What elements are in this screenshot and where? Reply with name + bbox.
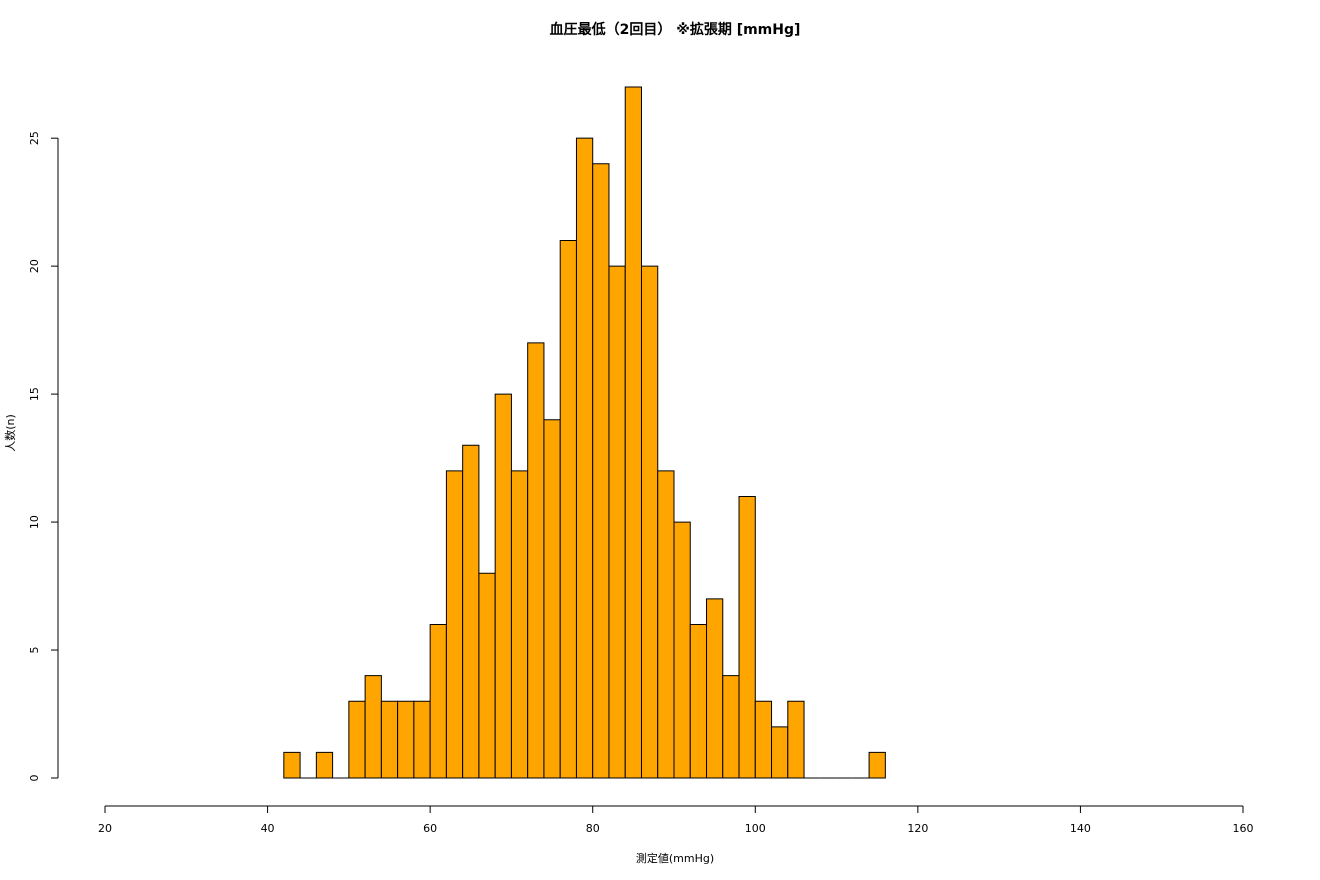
bar	[315, 751, 334, 779]
chart-title: 血圧最低（2回目） ※拡張期 [mmHg]	[550, 21, 801, 38]
bar	[348, 700, 366, 779]
y-tick-label: 5	[28, 647, 41, 654]
bar	[462, 444, 480, 779]
bar	[608, 265, 626, 779]
bar	[657, 470, 675, 779]
x-tick-label: 20	[98, 822, 112, 835]
bar	[754, 700, 773, 779]
bar	[592, 163, 610, 779]
bar	[689, 623, 708, 779]
bar	[673, 521, 691, 779]
bar	[771, 726, 789, 779]
bar	[527, 342, 545, 779]
bar	[510, 470, 529, 779]
y-tick-label: 10	[28, 515, 41, 529]
bar	[575, 137, 594, 779]
bar	[397, 700, 415, 779]
y-axis-label: 人数(n)	[4, 414, 17, 452]
bar	[283, 751, 301, 779]
bar	[738, 495, 756, 779]
bar	[413, 700, 431, 779]
bar	[640, 265, 659, 779]
x-tick-label: 80	[586, 822, 600, 835]
x-tick-label: 40	[261, 822, 275, 835]
x-axis-label: 測定値(mmHg)	[636, 851, 714, 865]
x-tick-label: 120	[907, 822, 928, 835]
bar	[445, 470, 464, 779]
x-tick-label: 140	[1070, 822, 1091, 835]
bar	[559, 240, 577, 779]
y-tick-label: 15	[28, 387, 41, 401]
y-tick-label: 20	[28, 259, 41, 273]
x-tick-label: 60	[423, 822, 437, 835]
bar	[478, 572, 496, 779]
bar	[543, 419, 561, 779]
bar	[429, 623, 447, 779]
y-tick-label: 25	[28, 131, 41, 145]
bar	[787, 700, 805, 779]
bar	[380, 700, 399, 779]
x-tick-label: 160	[1233, 822, 1254, 835]
bar	[868, 751, 886, 779]
bar	[624, 86, 642, 779]
bar	[722, 675, 740, 779]
y-tick-label: 0	[28, 775, 41, 782]
bar	[706, 598, 724, 779]
bar	[364, 675, 382, 779]
x-tick-label: 100	[745, 822, 766, 835]
bar	[494, 393, 512, 779]
